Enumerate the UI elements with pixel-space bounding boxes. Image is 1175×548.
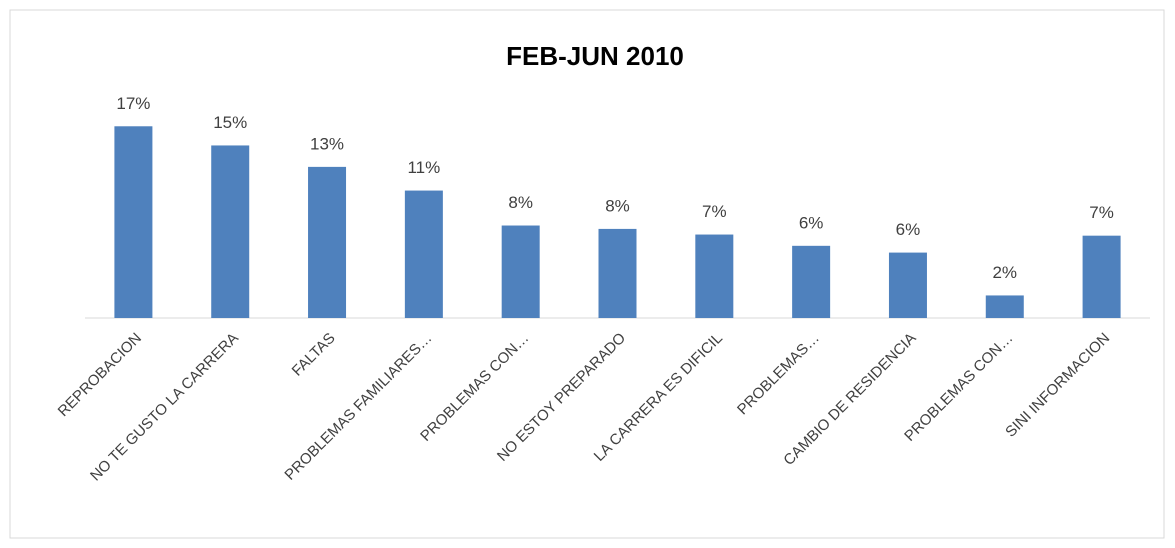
value-label: 2% (992, 263, 1017, 282)
bar (308, 166, 347, 318)
bar (211, 145, 250, 318)
value-label: 6% (896, 220, 921, 239)
value-label: 8% (508, 193, 533, 212)
value-label: 7% (1089, 203, 1114, 222)
value-label: 17% (116, 94, 150, 113)
value-label: 6% (799, 213, 824, 232)
bar (695, 234, 734, 318)
value-label: 11% (407, 158, 440, 177)
value-label: 8% (605, 196, 630, 215)
bar (501, 225, 540, 318)
bar (888, 252, 927, 318)
chart-title: FEB-JUN 2010 (506, 41, 684, 71)
value-label: 13% (310, 134, 344, 153)
value-label: 7% (702, 202, 727, 221)
bar (114, 126, 153, 319)
bar (404, 190, 443, 318)
value-label: 15% (213, 113, 247, 132)
bar (1082, 235, 1121, 318)
bar (792, 245, 831, 318)
bar (598, 228, 637, 318)
chart-frame (9, 9, 1165, 539)
bar (985, 295, 1024, 318)
